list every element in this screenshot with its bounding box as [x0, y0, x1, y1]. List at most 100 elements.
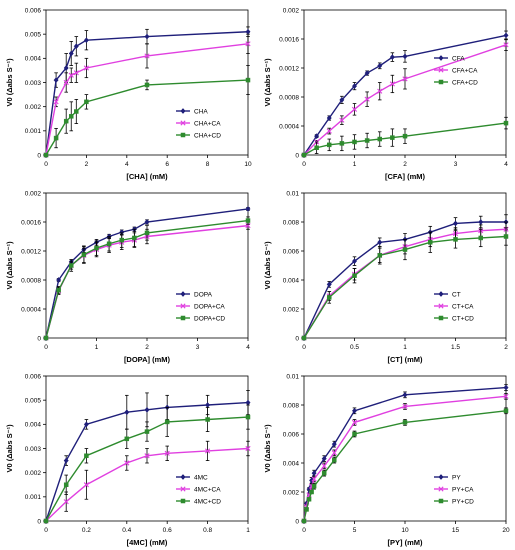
legend-marker	[438, 67, 444, 73]
x-tick-label: 2	[504, 344, 508, 351]
data-point	[321, 470, 327, 476]
data-point	[144, 406, 150, 413]
series-line	[45, 43, 249, 156]
chart-panel-ct: 0 0.002 0.004 0.006 0.008 0.01 0 0.5 1 1.5 2 [CT] (…	[258, 183, 515, 366]
data-point	[364, 138, 370, 143]
data-point	[144, 82, 150, 88]
legend-marker	[180, 474, 186, 480]
legend-entry: PY+CA	[434, 486, 474, 493]
legend-label: PY+CD	[452, 498, 474, 505]
data-point	[83, 65, 89, 71]
x-tick-label: 1.5	[451, 344, 460, 351]
y-tick-label: 0.006	[283, 431, 300, 438]
legend-label: CFA+CA	[452, 67, 478, 74]
legend-entry: CFA+CA	[434, 67, 478, 74]
legend-entry: DOPA+CA	[176, 303, 225, 310]
data-point	[453, 237, 458, 242]
y-axis-label: V0 (Δabs S⁻¹)	[5, 58, 14, 107]
y-tick-label: 0.005	[25, 397, 42, 404]
legend-label: 4MC	[194, 474, 208, 481]
y-tick-label: 0.0004	[279, 123, 299, 130]
data-point	[321, 463, 327, 469]
y-tick-label: 0	[37, 152, 41, 159]
legend-marker	[438, 55, 444, 61]
y-tick-label: 0.002	[25, 104, 42, 111]
y-tick-label: 0	[295, 152, 299, 159]
data-point	[326, 115, 332, 122]
x-tick-label: 1	[353, 161, 357, 168]
x-tick-label: 0	[44, 161, 48, 168]
chart-svg: 0 0.002 0.004 0.006 0.008 0.01 0 0.5 1 1.5 2 [CT] (…	[263, 190, 509, 364]
y-tick-label: 0.01	[286, 190, 299, 197]
y-axis-label: V0 (Δabs S⁻¹)	[263, 58, 272, 107]
y-tick-label: 0	[37, 335, 41, 342]
data-point	[124, 436, 130, 442]
legend-entry: 4MC+CD	[176, 498, 221, 505]
data-point	[390, 135, 395, 140]
legend-entry: 4MC	[176, 474, 208, 481]
x-tick-label: 4	[125, 161, 129, 168]
x-tick-label: 2	[403, 161, 407, 168]
y-tick-label: 0.0008	[279, 94, 299, 101]
data-point	[321, 455, 327, 462]
series-dopa-cd	[43, 216, 251, 341]
x-tick-label: 0	[302, 161, 306, 168]
data-point	[339, 96, 345, 103]
y-tick-label: 0	[295, 335, 299, 342]
legend-marker	[438, 303, 444, 309]
y-tick-label: 0.0012	[279, 65, 299, 72]
data-point	[245, 205, 251, 212]
series-4mc-cd	[43, 404, 251, 524]
data-point	[389, 81, 395, 87]
data-point	[106, 241, 112, 246]
legend-marker	[180, 498, 186, 504]
legend-entry: 4MC+CA	[176, 486, 221, 493]
data-point	[81, 252, 87, 257]
x-tick-label: 4	[504, 161, 508, 168]
data-point	[326, 281, 332, 288]
y-tick-label: 0.002	[25, 190, 42, 197]
legend-label: CT+CD	[452, 315, 474, 322]
y-tick-label: 0.006	[25, 7, 42, 14]
data-point	[377, 62, 383, 69]
legend-marker	[180, 108, 186, 114]
y-tick-label: 0.006	[25, 373, 42, 380]
x-tick-label: 0.5	[350, 344, 359, 351]
data-point	[402, 53, 408, 60]
data-point	[402, 247, 408, 252]
series-line	[45, 416, 249, 522]
x-tick-label: 0.2	[82, 527, 91, 534]
x-tick-label: 3	[196, 344, 200, 351]
chart-panel-dopa: 0 0.0004 0.0008 0.0012 0.0016 0.002 0 1 2 3 4 [DOPA…	[0, 183, 257, 366]
x-tick-label: 1	[403, 344, 407, 351]
data-point	[304, 507, 309, 512]
chart-svg: 0 0.001 0.002 0.003 0.004 0.005 0.006 0 2 4 6 8 10 [C…	[5, 7, 252, 181]
y-tick-label: 0.0004	[21, 306, 41, 313]
data-point	[331, 450, 337, 456]
data-point	[377, 88, 383, 94]
legend-entry: PY	[434, 474, 461, 481]
x-tick-label: 10	[401, 527, 409, 534]
y-tick-label: 0.003	[25, 80, 42, 87]
data-point	[402, 391, 408, 398]
data-point	[377, 239, 383, 246]
data-point	[245, 77, 251, 83]
legend-entry: DOPA+CD	[176, 315, 225, 322]
data-point	[245, 41, 251, 47]
data-point	[245, 28, 251, 35]
legend-label: CHA+CD	[194, 132, 221, 139]
data-point	[503, 384, 509, 391]
legend-label: CHA	[194, 108, 208, 115]
data-point	[144, 453, 150, 459]
legend-label: PY	[452, 474, 461, 481]
x-tick-label: 3	[454, 161, 458, 168]
data-point	[389, 54, 395, 61]
y-tick-label: 0.002	[283, 7, 300, 14]
legend-label: CT	[452, 291, 461, 298]
x-tick-label: 4	[246, 344, 250, 351]
legend-marker	[180, 291, 186, 297]
data-point	[56, 287, 61, 293]
chart-panel-cha: 0 0.001 0.002 0.003 0.004 0.005 0.006 0 2 4 6 8 10 [C…	[0, 0, 257, 183]
data-point	[68, 50, 74, 57]
data-point	[73, 70, 79, 76]
